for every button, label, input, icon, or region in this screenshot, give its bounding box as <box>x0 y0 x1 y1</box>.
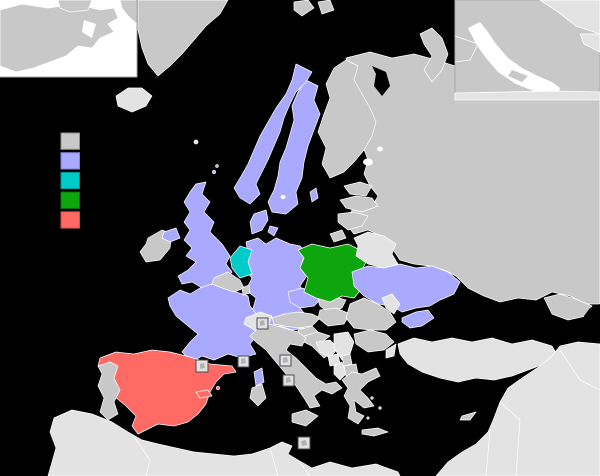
country-luxembourg <box>241 284 251 296</box>
inset-kazakhstan <box>539 0 600 35</box>
border-iraq-iran <box>559 349 600 391</box>
region-crimea <box>401 309 435 329</box>
legend <box>60 132 80 229</box>
inset-hudson-bay <box>82 20 96 38</box>
inset-border-line <box>454 35 479 63</box>
microstate-box-malta <box>297 436 311 450</box>
white-sea <box>372 66 390 96</box>
legend-swatch-2 <box>60 171 80 190</box>
country-cyprus <box>459 411 477 421</box>
country-finland <box>317 59 377 179</box>
country-belarus <box>353 231 399 269</box>
country-romania <box>345 297 397 331</box>
country-bulgaria <box>353 329 395 353</box>
balearic-islands <box>195 386 220 399</box>
country-italy <box>249 323 343 427</box>
inset-caspian-region <box>454 0 600 101</box>
country-moldova <box>381 293 401 315</box>
country-estonia <box>343 181 373 197</box>
region-turkish-thrace <box>385 343 397 359</box>
legend-swatch-1 <box>60 152 80 170</box>
country-belgium <box>211 271 245 293</box>
legend-swatch-0 <box>60 132 80 150</box>
inset-absheron-peninsula <box>508 70 528 82</box>
inset-greenland-tip <box>119 0 138 25</box>
lake-vanern <box>280 195 286 199</box>
country-iceland <box>115 87 153 113</box>
region-northern-ireland <box>161 227 181 243</box>
inset-north-america <box>0 0 138 78</box>
faroe-islands <box>193 139 199 145</box>
country-netherlands <box>229 245 253 279</box>
country-latvia <box>339 195 379 213</box>
country-lithuania <box>337 211 369 231</box>
inset-caspian-sea <box>468 22 560 96</box>
inset-east-shore <box>579 33 600 53</box>
country-united-kingdom <box>177 181 233 289</box>
microstate-box-monaco <box>237 355 250 368</box>
black-sea <box>396 294 488 340</box>
region-kaliningrad <box>329 229 347 243</box>
svalbard-islands <box>293 0 335 17</box>
country-hungary <box>317 307 351 327</box>
inset-arctic-islands <box>57 0 93 13</box>
novaya-zemlya <box>419 27 449 83</box>
legend-swatch-4 <box>60 211 80 229</box>
border-algeria-tunisia <box>269 447 279 476</box>
inset-iran-strip <box>454 90 600 101</box>
country-kosovo <box>341 353 353 367</box>
border-syria-iraq <box>499 401 521 476</box>
country-greece <box>341 367 389 437</box>
microstate-box-san-marino <box>279 354 292 367</box>
country-poland <box>297 243 367 303</box>
microstate-box-andorra <box>195 359 209 373</box>
microstate-box-vatican <box>282 374 295 387</box>
country-greenland <box>137 0 229 77</box>
country-norway <box>233 63 313 205</box>
lake-ladoga <box>363 158 373 166</box>
shetland-islands <box>212 164 219 174</box>
border-levant <box>485 429 491 476</box>
border-tunisia-libya <box>297 459 311 476</box>
country-bosnia <box>315 339 339 359</box>
caspian-sea-corner <box>584 304 600 344</box>
island-corsica <box>253 367 265 387</box>
country-sweden <box>267 79 321 215</box>
middle-east <box>435 341 600 476</box>
lake-onega <box>377 146 383 152</box>
island-gotland <box>309 187 319 203</box>
country-denmark <box>249 209 279 237</box>
border-morocco-algeria <box>131 433 151 476</box>
country-portugal <box>97 361 121 421</box>
country-austria <box>271 311 321 329</box>
microstate-boxes <box>195 317 311 450</box>
legend-swatch-3 <box>60 191 80 209</box>
country-albania <box>333 361 347 381</box>
microstate-box-liechtenstein <box>256 317 269 330</box>
